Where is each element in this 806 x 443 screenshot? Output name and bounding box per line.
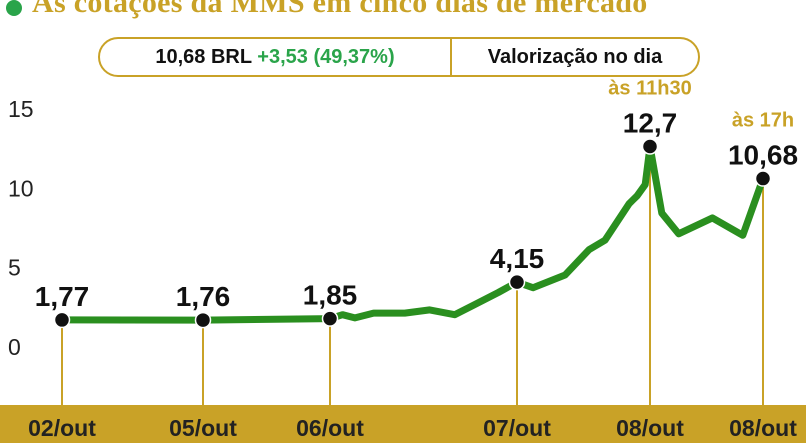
data-point — [508, 273, 526, 291]
time-annotation: às 17h — [732, 110, 794, 132]
time-annotation: às 11h30 — [608, 77, 691, 99]
summary-price-group: 10,68 BRL +3,53 (49,37%) — [100, 46, 450, 69]
x-tick-label: 05/out — [169, 415, 237, 441]
title-bullet-icon — [6, 0, 22, 16]
y-tick-label: 10 — [8, 175, 34, 201]
summary-label: Valorização no dia — [487, 45, 663, 68]
x-tick-label: 07/out — [483, 415, 551, 441]
y-tick-label: 0 — [8, 334, 21, 360]
data-point — [754, 170, 772, 187]
y-tick-label: 15 — [8, 96, 34, 122]
summary-pill: 10,68 BRL +3,53 (49,37%) Valorização no … — [98, 37, 700, 77]
price-series-line — [58, 143, 767, 324]
data-label: 1,85 — [303, 280, 358, 311]
summary-change: +3,53 (49,37%) — [257, 45, 395, 68]
summary-divider — [450, 38, 452, 76]
data-point — [53, 311, 71, 329]
data-label: 1,77 — [35, 281, 90, 312]
data-point — [641, 138, 659, 155]
summary-price: 10,68 BRL — [155, 45, 252, 68]
x-tick-label: 08/out — [616, 415, 684, 441]
y-tick-label: 5 — [8, 255, 21, 281]
data-label: 12,7 — [623, 107, 678, 138]
chart-title: As cotações da MMS em cinco dias de merc… — [32, 0, 648, 19]
x-axis-band — [0, 405, 806, 443]
x-tick-label: 08/out — [729, 415, 797, 441]
data-point — [321, 310, 339, 327]
data-label: 10,68 — [728, 140, 798, 171]
data-point — [194, 311, 212, 329]
data-label: 4,15 — [490, 243, 545, 274]
x-tick-label: 02/out — [28, 415, 96, 441]
chart-title-row: As cotações da MMS em cinco dias de merc… — [6, 0, 648, 20]
data-label: 1,76 — [176, 281, 231, 312]
x-tick-label: 06/out — [296, 415, 364, 441]
